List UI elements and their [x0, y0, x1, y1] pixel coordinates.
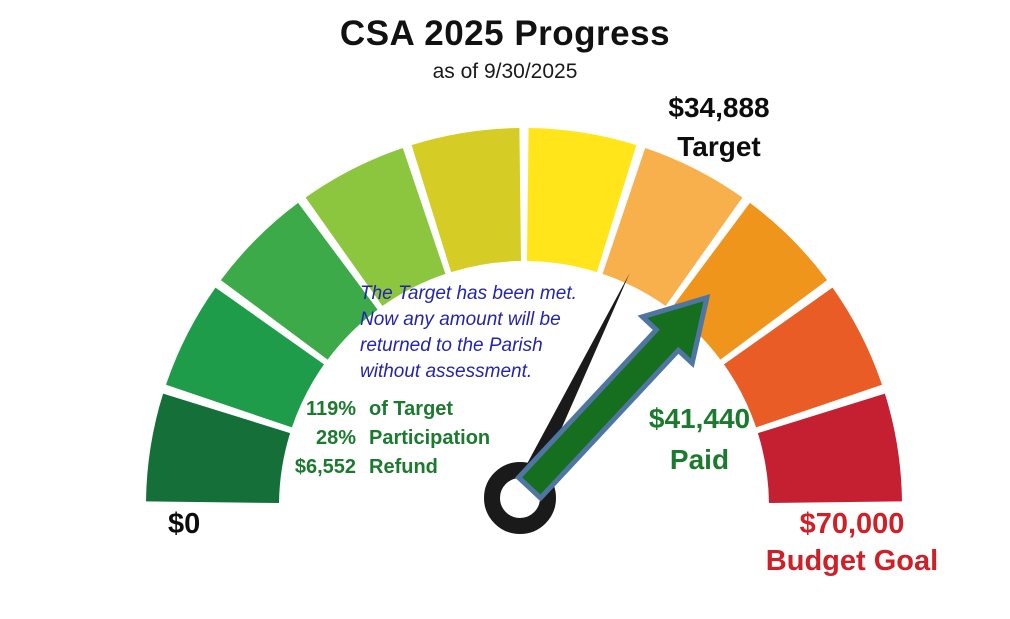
target-amount: $34,888 [668, 92, 770, 123]
gauge-min-label: $0 [168, 508, 201, 540]
budget-goal-label: $70,000 Budget Goal [737, 506, 967, 580]
gauge-segment-7 [602, 148, 743, 306]
paid-caption: Paid [669, 444, 730, 475]
gauge-needle [511, 273, 630, 503]
gauge-segment-3 [220, 202, 378, 360]
paid-arrow [515, 293, 711, 502]
paid-label: $41,440 Paid [612, 398, 787, 480]
gauge-segment-6 [527, 128, 637, 273]
stats-table: 119% of Target 28% Participation $6,552 … [272, 399, 490, 477]
gauge-segment-2 [166, 287, 324, 428]
goal-amount: $70,000 [799, 508, 905, 540]
gauge-segment-8 [670, 202, 828, 360]
gauge-segment-4 [305, 148, 446, 306]
page-title: CSA 2025 Progress [339, 14, 671, 53]
target-met-note: The Target has been met. Now any amount … [360, 283, 577, 382]
gauge-segment-1 [146, 393, 291, 503]
stat-value-refund: $6,552 [294, 456, 356, 478]
goal-caption: Budget Goal [765, 545, 939, 577]
gauge-segment-9 [724, 287, 882, 428]
gauge-segment-10 [757, 393, 902, 503]
paid-amount: $41,440 [648, 403, 751, 434]
stat-label-of-target: of Target [369, 398, 454, 420]
stat-label-participation: Participation [369, 427, 491, 449]
as-of-date: as of 9/30/2025 [432, 60, 578, 83]
stat-value-participation: 28% [315, 427, 356, 449]
stat-value-of-target: 119% [305, 398, 356, 420]
gauge-segment-5 [411, 128, 521, 273]
target-label: $34,888 Target [614, 88, 824, 166]
target-caption: Target [677, 131, 761, 162]
stat-label-refund: Refund [369, 456, 438, 478]
